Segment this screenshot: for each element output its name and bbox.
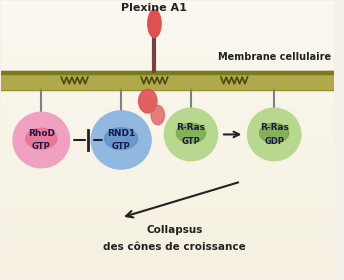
Bar	[1, 71, 334, 90]
Text: Collapsus: Collapsus	[146, 225, 203, 235]
Ellipse shape	[248, 108, 301, 161]
Text: R-Ras: R-Ras	[260, 123, 289, 132]
Text: GTP: GTP	[182, 137, 200, 146]
Ellipse shape	[259, 123, 289, 143]
Ellipse shape	[151, 105, 164, 125]
Ellipse shape	[91, 111, 151, 169]
Bar	[1, 72, 334, 89]
Text: RND1: RND1	[107, 129, 135, 137]
Ellipse shape	[148, 10, 161, 38]
Text: R-Ras: R-Ras	[176, 123, 205, 132]
Ellipse shape	[13, 112, 69, 168]
Text: RhoD: RhoD	[28, 129, 55, 137]
Text: GDP: GDP	[264, 137, 284, 146]
Text: Membrane cellulaire: Membrane cellulaire	[218, 52, 331, 62]
Text: GTP: GTP	[112, 143, 130, 151]
Text: des cônes de croissance: des cônes de croissance	[103, 242, 246, 252]
Text: GTP: GTP	[32, 143, 51, 151]
Ellipse shape	[176, 123, 206, 143]
Text: Plexine A1: Plexine A1	[121, 3, 187, 13]
Bar	[1, 71, 334, 74]
Ellipse shape	[26, 128, 57, 149]
Ellipse shape	[105, 128, 138, 150]
Ellipse shape	[164, 108, 218, 161]
Ellipse shape	[139, 89, 157, 113]
